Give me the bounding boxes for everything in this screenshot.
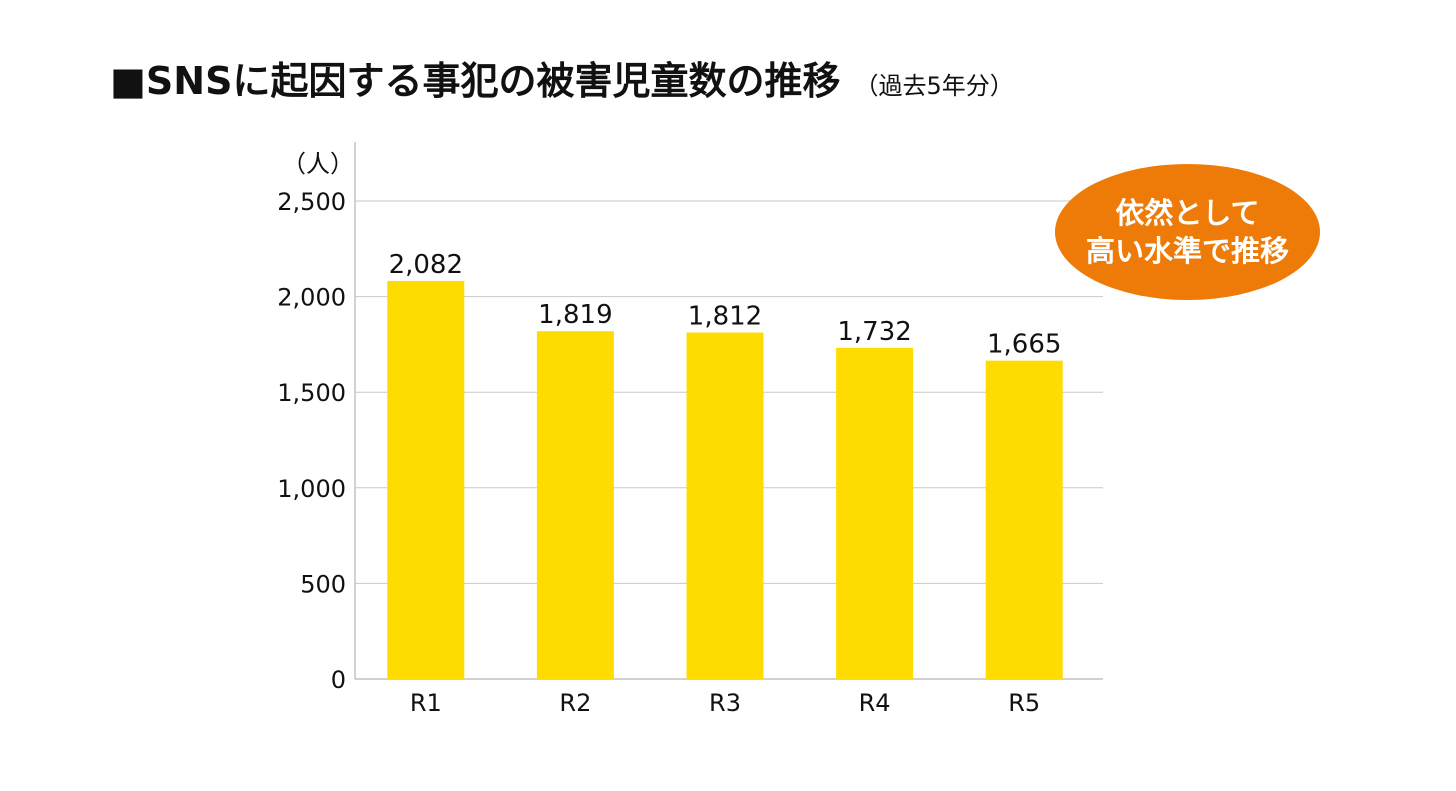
y-tick-label: 500: [300, 570, 346, 598]
title-main: ■SNSに起因する事犯の被害児童数の推移: [110, 59, 841, 103]
title-sub: （過去5年分）: [854, 72, 1014, 100]
data-label: 1,819: [538, 300, 612, 330]
callout-bubble: 依然として 高い水準で推移: [1055, 164, 1320, 300]
y-tick-label: 1,000: [277, 475, 346, 503]
x-tick-label: R4: [859, 689, 891, 717]
data-label: 1,732: [837, 317, 911, 347]
y-tick-label: 0: [331, 666, 346, 694]
data-label: 1,665: [987, 330, 1061, 360]
bar: [686, 332, 764, 679]
y-unit-label: （人）: [282, 150, 354, 178]
x-tick-label: R5: [1008, 689, 1040, 717]
callout-line-1: 依然として: [1115, 196, 1260, 230]
y-tick-label: 1,500: [277, 379, 346, 407]
y-tick-label: 2,000: [277, 284, 346, 312]
bar: [836, 347, 914, 679]
callout-line-2: 高い水準で推移: [1085, 234, 1289, 268]
data-label: 2,082: [389, 250, 463, 280]
chart-title: ■SNSに起因する事犯の被害児童数の推移 （過去5年分）: [110, 50, 1014, 105]
x-tick-label: R2: [559, 689, 591, 717]
x-tick-label: R3: [709, 689, 741, 717]
y-tick-label: 2,500: [277, 188, 346, 216]
bar: [387, 280, 465, 679]
x-tick-label: R1: [410, 689, 442, 717]
bar: [985, 360, 1063, 679]
bar: [536, 331, 614, 679]
data-label: 1,812: [688, 302, 762, 332]
